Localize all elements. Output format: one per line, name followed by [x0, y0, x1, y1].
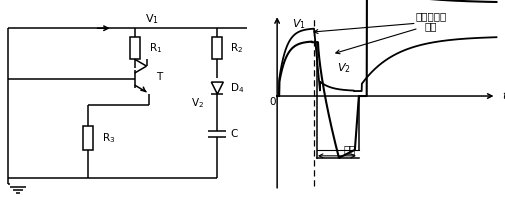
- Text: V$_1$: V$_1$: [144, 12, 158, 26]
- Text: V$_1$: V$_1$: [291, 17, 306, 31]
- Text: 0: 0: [268, 97, 275, 107]
- Bar: [212, 37, 222, 59]
- Bar: [83, 126, 92, 150]
- Text: 信号: 信号: [424, 21, 436, 31]
- Text: R$_2$: R$_2$: [230, 41, 243, 55]
- Text: R$_1$: R$_1$: [148, 41, 162, 55]
- Text: 极大值触发: 极大值触发: [414, 11, 445, 21]
- Text: C: C: [230, 129, 237, 139]
- Bar: [129, 37, 139, 59]
- Text: D$_4$: D$_4$: [230, 81, 244, 95]
- Text: V$_2$: V$_2$: [336, 61, 350, 75]
- Text: V$_2$: V$_2$: [191, 96, 204, 110]
- Text: R$_3$: R$_3$: [102, 131, 115, 145]
- Text: 延迟: 延迟: [342, 144, 355, 154]
- Text: T: T: [156, 72, 163, 82]
- Text: t: t: [501, 91, 505, 101]
